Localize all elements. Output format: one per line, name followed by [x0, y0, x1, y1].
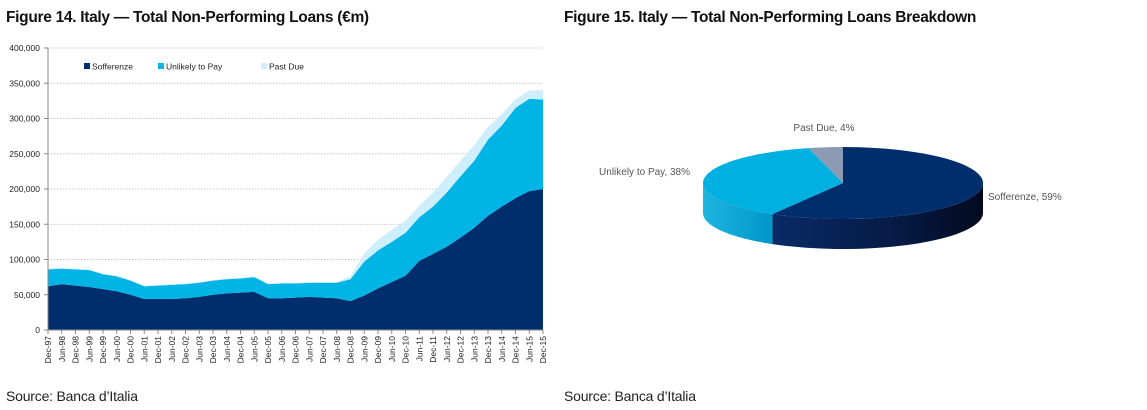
pie-side-sofferenze — [772, 183, 983, 249]
x-tick-label: Jun-98 — [57, 336, 67, 362]
pie-side-unlikely-to-pay — [703, 183, 773, 245]
x-tick-label: Jun-11 — [414, 336, 424, 362]
y-tick-label: 250,000 — [9, 149, 40, 159]
x-tick-label: Jun-02 — [167, 336, 177, 362]
y-tick-label: 400,000 — [9, 43, 40, 53]
x-tick-label: Dec-05 — [263, 336, 273, 364]
figure-15-source: Source: Banca d’Italia — [564, 388, 696, 404]
area-sofferenze — [48, 189, 543, 330]
y-tick-label: 200,000 — [9, 184, 40, 194]
pie-label-past-due: Past Due, 4% — [793, 123, 854, 134]
x-tick-label: Dec-15 — [538, 336, 548, 364]
x-tick-label: Jun-12 — [442, 336, 452, 362]
x-tick-label: Dec-01 — [153, 336, 163, 364]
x-tick-label: Dec-06 — [291, 336, 301, 364]
legend-label-past-due: Past Due — [269, 62, 304, 72]
x-tick-label: Jun-14 — [497, 336, 507, 362]
x-tick-label: Dec-98 — [71, 336, 81, 364]
legend-swatch — [84, 63, 90, 69]
x-tick-label: Jun-00 — [112, 336, 122, 362]
x-tick-label: Jun-01 — [139, 336, 149, 362]
y-tick-label: 150,000 — [9, 219, 40, 229]
figure-15-title: Figure 15. Italy — Total Non-Performing … — [564, 9, 977, 26]
x-tick-label: Jun-07 — [304, 336, 314, 362]
x-tick-label: Jun-09 — [359, 336, 369, 362]
figure-14-title: Figure 14. Italy — Total Non-Performing … — [6, 9, 369, 26]
x-tick-label: Dec-07 — [318, 336, 328, 364]
x-tick-label: Dec-00 — [126, 336, 136, 364]
area-unlikely-to-pay — [48, 98, 543, 302]
x-tick-label: Jun-06 — [277, 336, 287, 362]
x-tick-label: Dec-11 — [428, 336, 438, 363]
x-tick-label: Dec-02 — [181, 336, 191, 364]
y-tick-label: 300,000 — [9, 114, 40, 124]
y-tick-label: 100,000 — [9, 255, 40, 265]
x-tick-label: Jun-99 — [84, 336, 94, 362]
x-tick-label: Jun-03 — [194, 336, 204, 362]
legend-swatch — [158, 63, 164, 69]
x-tick-label: Dec-03 — [208, 336, 218, 364]
x-tick-label: Jun-05 — [249, 336, 259, 362]
x-tick-label: Dec-09 — [373, 336, 383, 364]
x-tick-label: Dec-10 — [401, 336, 411, 364]
x-tick-label: Dec-12 — [456, 336, 466, 364]
x-tick-label: Jun-08 — [332, 336, 342, 362]
figure-14-source: Source: Banca d’Italia — [6, 388, 138, 404]
legend-swatch — [261, 63, 267, 69]
x-tick-label: Dec-14 — [511, 336, 521, 364]
x-tick-label: Jun-15 — [524, 336, 534, 362]
x-tick-label: Dec-99 — [98, 336, 108, 364]
area-past-due — [48, 90, 543, 287]
y-tick-label: 350,000 — [9, 78, 40, 88]
x-tick-label: Jun-13 — [469, 336, 479, 362]
pie-label-sofferenze: Sofferenze, 59% — [988, 192, 1062, 203]
pie-slice-past-due — [808, 147, 843, 183]
legend-label-sofferenze: Sofferenze — [92, 62, 133, 72]
x-tick-label: Jun-04 — [222, 336, 232, 362]
x-tick-label: Dec-97 — [43, 336, 53, 364]
pie-slice-sofferenze — [772, 147, 983, 219]
x-tick-label: Dec-04 — [236, 336, 246, 364]
x-tick-label: Dec-13 — [483, 336, 493, 364]
legend-label-unlikely-to-pay: Unlikely to Pay — [166, 62, 223, 72]
pie-slice-unlikely-to-pay — [703, 148, 843, 215]
y-tick-label: 0 — [35, 325, 40, 335]
y-tick-label: 50,000 — [14, 290, 40, 300]
x-tick-label: Jun-10 — [387, 336, 397, 362]
pie-label-unlikely-to-pay: Unlikely to Pay, 38% — [599, 167, 690, 178]
x-tick-label: Dec-08 — [346, 336, 356, 364]
